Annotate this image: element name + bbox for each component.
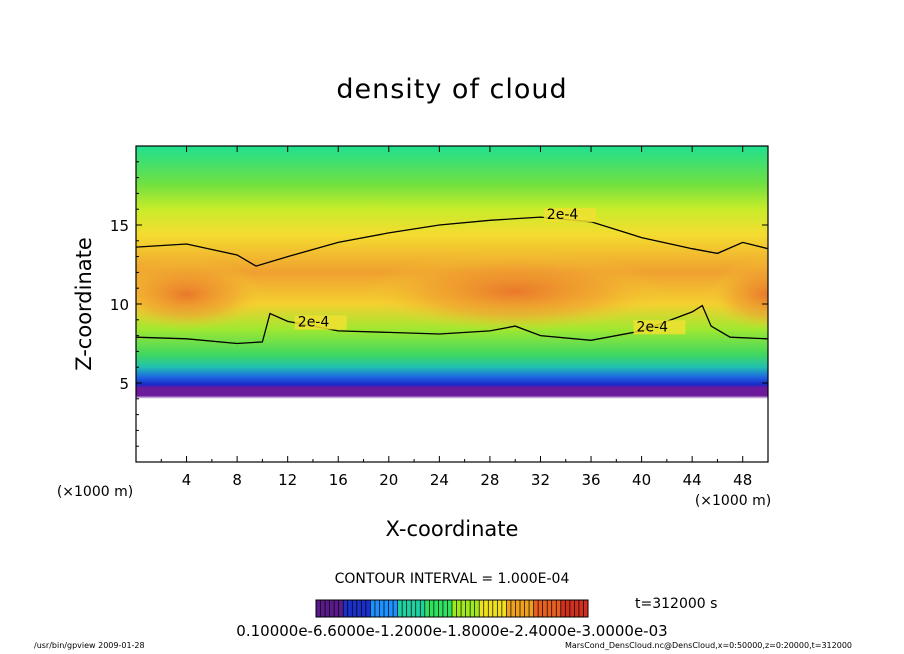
x-tick-label: 44 (683, 471, 702, 489)
x-tick-label: 20 (379, 471, 398, 489)
contour-label: 2e-4 (547, 207, 579, 223)
y-unit-label: (×1000 m) (695, 493, 771, 509)
contour-line-lower (136, 304, 768, 345)
contour-label: 2e-4 (298, 315, 330, 331)
y-tick-label: 5 (119, 375, 129, 393)
x-tick-label: 36 (581, 471, 600, 489)
y-tick-label: 15 (110, 217, 129, 235)
x-tick-label: 12 (278, 471, 297, 489)
x-tick-label: 28 (480, 471, 499, 489)
footer-left: /usr/bin/gpview 2009-01-28 (34, 641, 145, 650)
density-maximum-left (136, 258, 265, 331)
density-maximum-right (708, 258, 768, 331)
colorbar-labels: 0.10000e-6.6000e-1.2000e-1.8000e-2.4000e… (236, 622, 667, 640)
contour-line-upper (136, 216, 768, 267)
y-tick-label: 10 (110, 296, 129, 314)
chart-title: density of cloud (336, 74, 568, 105)
x-axis-label: X-coordinate (386, 517, 519, 541)
x-tick-label: 16 (329, 471, 348, 489)
contour-interval-text: CONTOUR INTERVAL = 1.000E-04 (335, 571, 570, 587)
x-tick-label: 4 (182, 471, 192, 489)
contour-label: 2e-4 (637, 319, 669, 335)
density-maximum-center (365, 251, 666, 332)
x-tick-label: 32 (531, 471, 550, 489)
y-axis-label: Z-coordinate (72, 237, 96, 371)
time-label: t=312000 s (635, 596, 717, 612)
colorbar-frame (315, 599, 589, 618)
x-unit-label: (×1000 m) (57, 484, 133, 500)
x-tick-label: 40 (632, 471, 651, 489)
x-tick-label: 8 (232, 471, 242, 489)
footer-right: MarsCond_DensCloud.nc@DensCloud,x=0:5000… (564, 641, 852, 650)
x-tick-label: 24 (430, 471, 449, 489)
x-tick-label: 48 (733, 471, 752, 489)
